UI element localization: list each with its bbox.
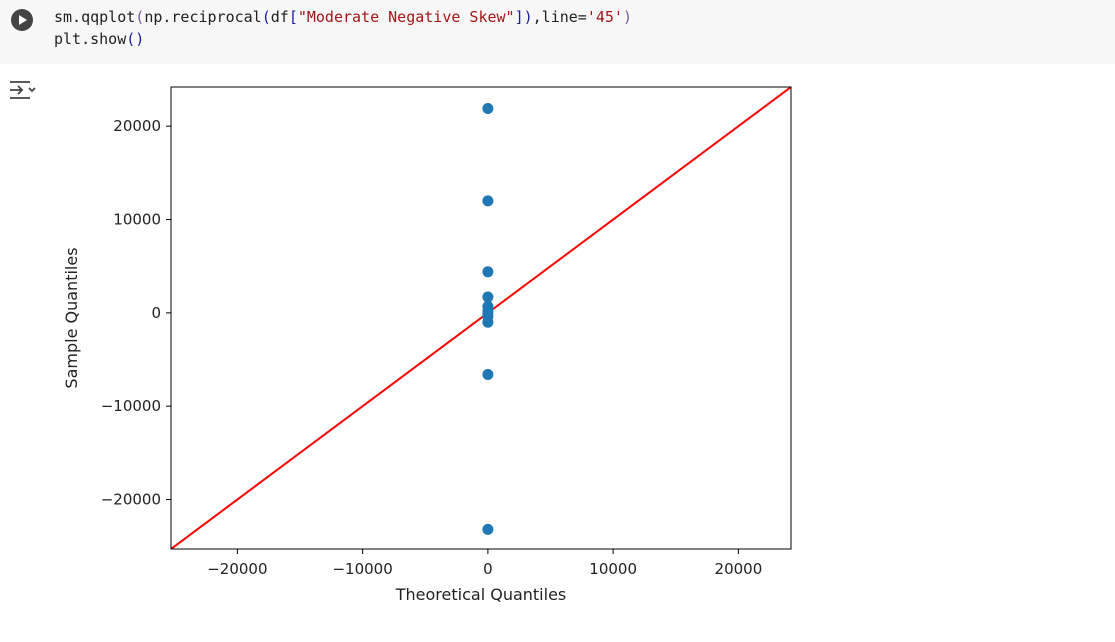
code-token: [ xyxy=(288,8,298,26)
x-tick-label: −10000 xyxy=(332,560,392,578)
y-tick-label: 10000 xyxy=(113,211,161,229)
data-point xyxy=(482,102,494,114)
y-tick-label: −20000 xyxy=(101,491,161,509)
plot-frame xyxy=(170,86,792,550)
data-point xyxy=(482,291,494,303)
code-token: np.reciprocal xyxy=(144,8,262,26)
y-tick-label: 20000 xyxy=(113,117,161,135)
code-cell[interactable]: sm.qqplot(np.reciprocal(df["Moderate Neg… xyxy=(0,0,1115,64)
y-tick-label: 0 xyxy=(151,304,161,322)
code-editor[interactable]: sm.qqplot(np.reciprocal(df["Moderate Neg… xyxy=(54,6,632,50)
data-point xyxy=(482,368,494,380)
data-point xyxy=(482,195,494,207)
code-string: "Moderate Negative Skew" xyxy=(297,8,515,26)
code-token: ] xyxy=(514,8,524,26)
code-token: sm.qqplot xyxy=(54,8,136,26)
code-token: df xyxy=(270,8,289,26)
x-tick-label: 10000 xyxy=(589,560,637,578)
code-token: ( xyxy=(135,8,145,26)
run-cell-button[interactable] xyxy=(11,9,33,31)
output-toggle-button[interactable] xyxy=(9,79,37,101)
y-tick-label: −10000 xyxy=(101,397,161,415)
play-icon xyxy=(19,15,27,25)
data-point xyxy=(482,266,494,278)
x-tick-label: 20000 xyxy=(715,560,763,578)
reference-line-45 xyxy=(171,87,791,549)
code-token: ) xyxy=(523,8,533,26)
code-string: '45' xyxy=(586,8,623,26)
data-point xyxy=(482,316,494,328)
data-point xyxy=(482,523,494,535)
output-toggle-icon xyxy=(10,81,36,99)
x-tick-label: 0 xyxy=(483,560,493,578)
code-token: ,line= xyxy=(532,8,587,26)
x-tick-label: −20000 xyxy=(207,560,267,578)
code-token: ) xyxy=(622,8,632,26)
code-token: () xyxy=(126,30,145,48)
code-token: ( xyxy=(261,8,271,26)
x-axis-label: Theoretical Quantiles xyxy=(395,585,567,604)
code-token: plt.show xyxy=(54,30,127,48)
y-axis-label: Sample Quantiles xyxy=(62,247,81,388)
